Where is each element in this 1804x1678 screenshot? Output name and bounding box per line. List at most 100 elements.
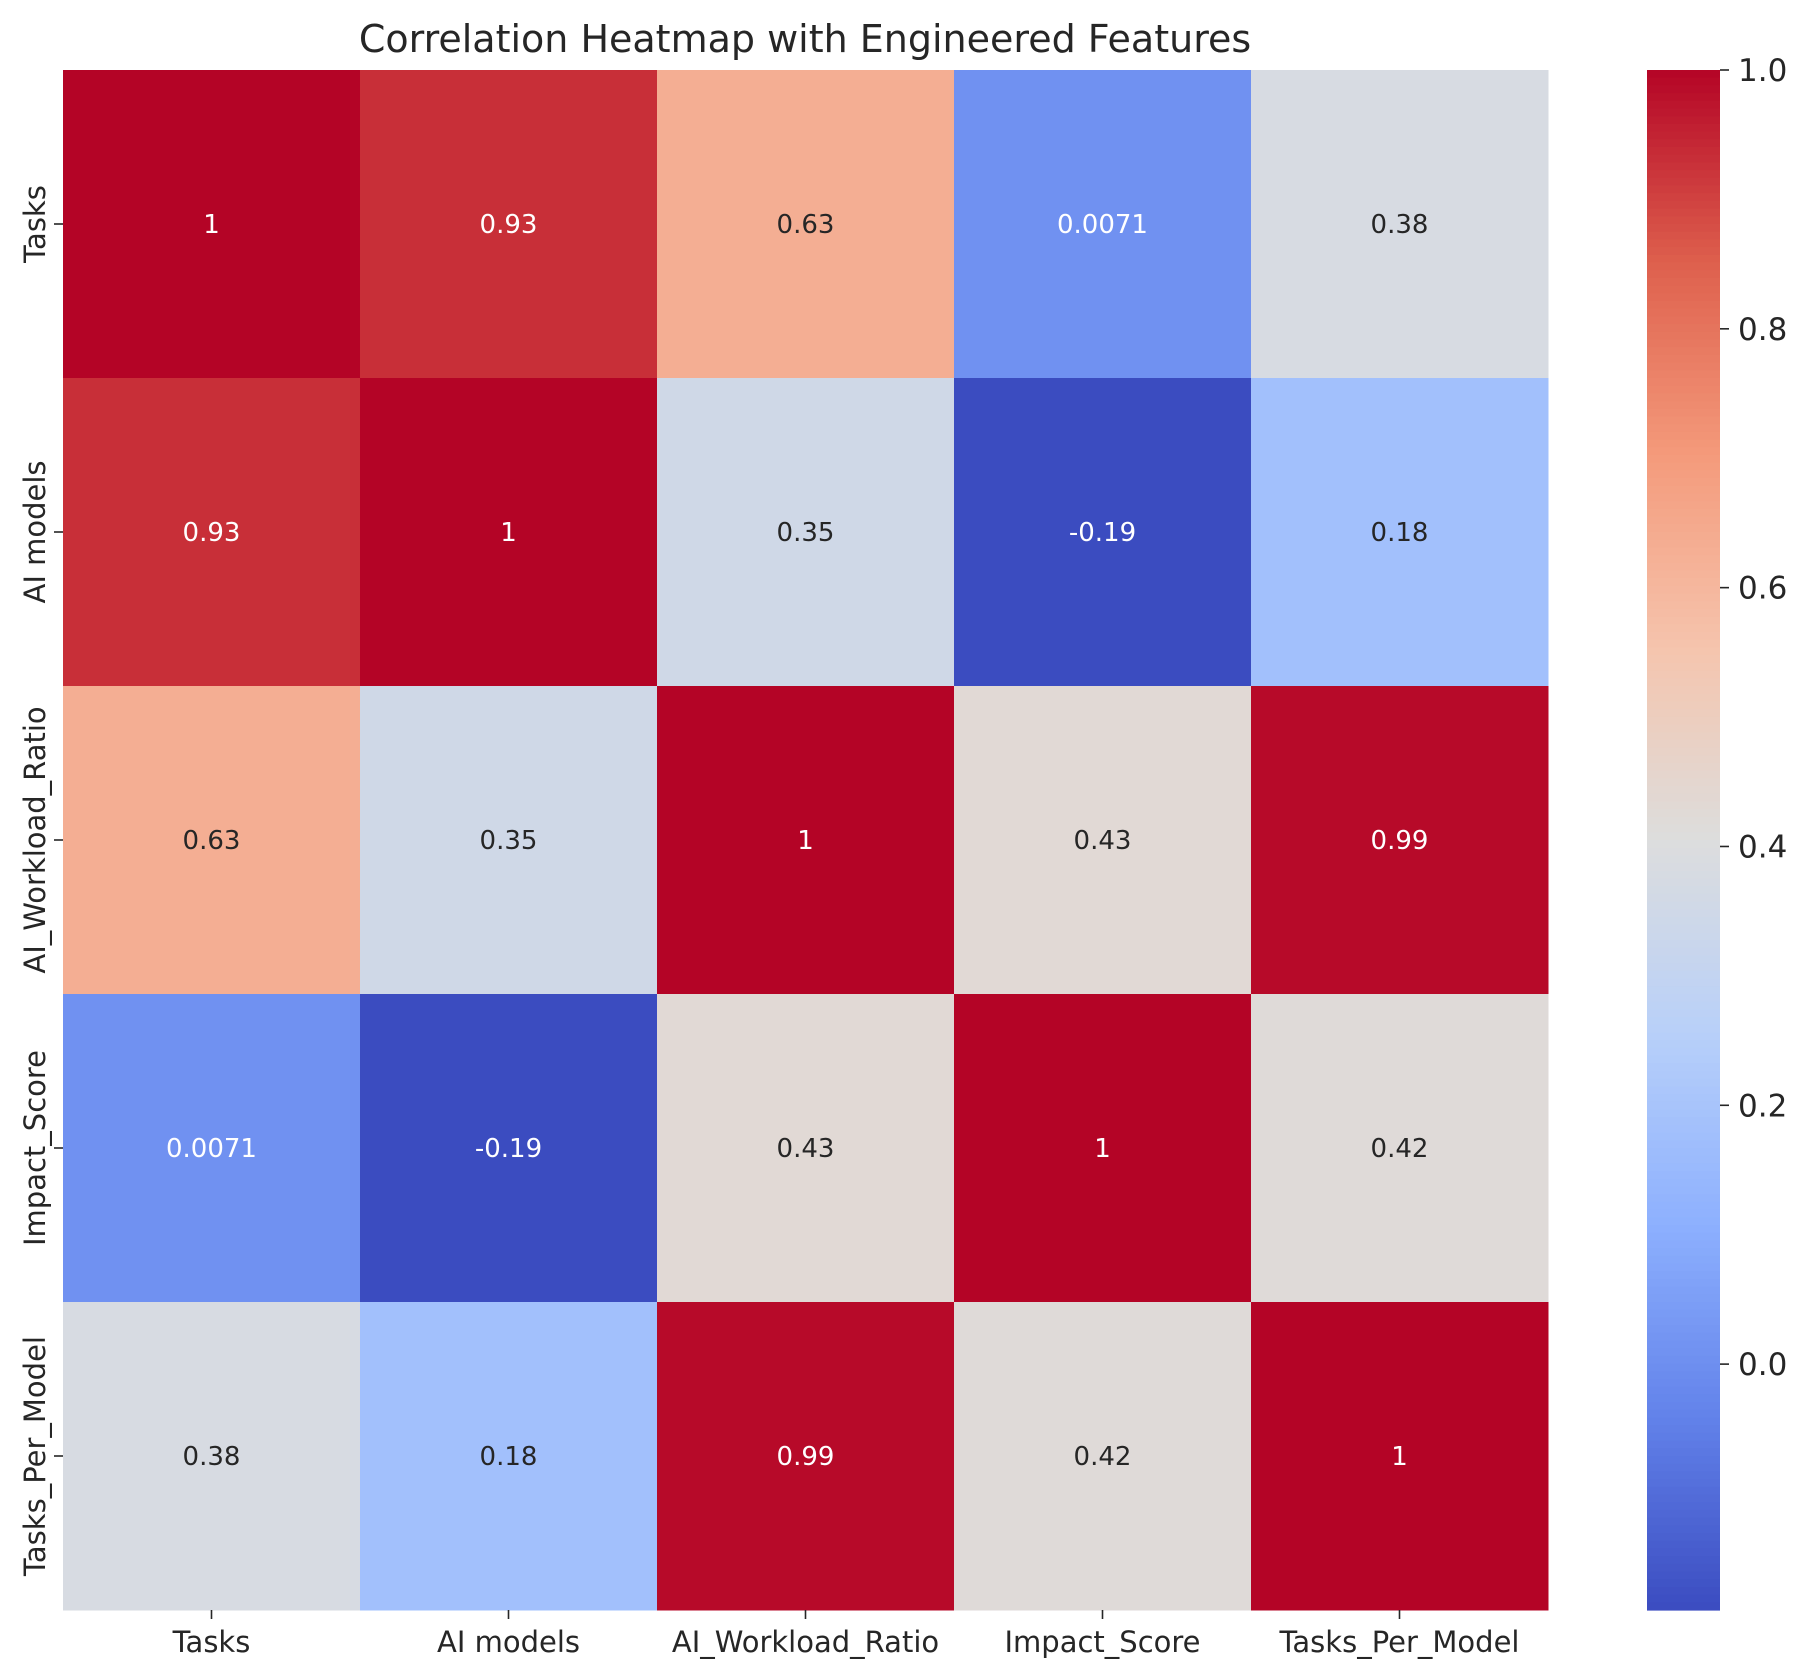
heatmap-cells [63,70,1549,1611]
heatmap-cell [657,378,955,687]
colorbar-segment [1647,1255,1720,1265]
colorbar-segment [1647,1086,1720,1095]
y-tick-label: Impact_Score [18,1050,52,1246]
colorbar-segment [1647,786,1720,795]
colorbar-segment [1647,324,1720,333]
colorbar-segment [1647,1094,1720,1103]
colorbar-segment [1647,632,1720,641]
cell-annotation: 0.43 [777,1134,835,1164]
colorbar-segment [1647,1263,1720,1272]
x-tick-label: AI models [437,1625,580,1659]
colorbar-segment [1647,1594,1720,1603]
cell-annotation: 1 [500,518,517,548]
colorbar-segment [1647,1463,1720,1472]
colorbar-segment [1647,162,1720,171]
colorbar-segment [1647,301,1720,310]
heatmap-cell [360,686,658,995]
cell-annotation: 0.63 [777,210,835,240]
colorbar-segment [1647,431,1720,441]
colorbar-segment [1647,986,1720,995]
colorbar-segment [1647,177,1720,187]
colorbar-segment [1647,732,1720,741]
colorbar-segment [1647,1286,1720,1295]
y-tick-label: AI models [18,460,52,603]
colorbar-segment [1647,100,1720,110]
colorbar-segment [1647,1302,1720,1311]
heatmap-cell [63,994,361,1303]
colorbar-segment [1647,154,1720,163]
colorbar-segment [1647,1363,1720,1372]
cell-annotation: 1 [203,210,220,240]
colorbar-segment [1647,1479,1720,1488]
colorbar-segment [1647,1602,1720,1611]
colorbar-segment [1647,1148,1720,1157]
colorbar-segment [1647,1340,1720,1349]
colorbar-segment [1647,378,1720,387]
colorbar-segment [1647,1071,1720,1080]
cell-annotation: 0.99 [777,1442,835,1472]
cell-annotation: 1 [1094,1134,1111,1164]
colorbar-segment [1647,1332,1720,1342]
colorbar-segment [1647,1525,1720,1534]
colorbar-segment [1647,662,1720,672]
cell-annotation: 0.93 [183,518,241,548]
colorbar-segment [1647,963,1720,972]
colorbar-segment [1647,393,1720,402]
colorbar-segment [1647,285,1720,294]
heatmap-cell [63,1302,361,1611]
colorbar-segment [1647,77,1720,86]
colorbar-segment [1647,793,1720,803]
colorbar-segment [1647,1379,1720,1388]
colorbar-segment [1647,616,1720,625]
colorbar-segment [1647,1548,1720,1557]
colorbar-segment [1647,339,1720,348]
heatmap-cell [360,994,658,1303]
cell-annotation: 0.38 [183,1442,241,1472]
colorbar-segment [1647,123,1720,133]
colorbar-segment [1647,85,1720,94]
y-tick-label: AI_Workload_Ratio [18,706,52,973]
colorbar-segment [1647,447,1720,456]
colorbar-segment [1647,208,1720,217]
colorbar-segment [1647,909,1720,918]
colorbar-segment [1647,485,1720,495]
colorbar-segment [1647,1556,1720,1565]
colorbar-segment [1647,1078,1720,1087]
x-tick-label: Tasks_Per_Model [1279,1625,1520,1659]
colorbar-segment [1647,763,1720,772]
colorbar-segment [1647,1440,1720,1449]
colorbar-segment [1647,1448,1720,1457]
colorbar-segment [1647,585,1720,595]
colorbar-segment [1647,93,1720,102]
colorbar: 0.0 0.2 0.4 0.6 0.8 1.0 [1647,53,1787,1611]
heatmap-cell [1251,994,1549,1303]
colorbar-segment [1647,724,1720,733]
colorbar-segment [1647,1240,1720,1249]
colorbar-segment [1647,562,1720,572]
colorbar-segment [1647,901,1720,910]
cell-annotation: -0.19 [475,1134,542,1164]
colorbar-segment [1647,1355,1720,1365]
heatmap-cell [63,70,361,379]
heatmap-cell [1251,1302,1549,1611]
colorbar-segment [1647,1348,1720,1357]
chart-title: Correlation Heatmap with Engineered Feat… [359,17,1251,61]
colorbar-segment [1647,1225,1720,1234]
cell-annotation: 0.93 [480,210,538,240]
colorbar-segment [1647,1509,1720,1519]
colorbar-segment [1647,224,1720,233]
colorbar-segment [1647,1017,1720,1026]
heatmap-cell [657,1302,955,1611]
colorbar-segment [1647,385,1720,394]
heatmap-cell [954,994,1252,1303]
colorbar-segment [1647,1533,1720,1542]
cell-annotation: 0.42 [1371,1134,1429,1164]
cell-annotation: 0.38 [1371,210,1429,240]
colorbar-segment [1647,116,1720,125]
colorbar-segment [1647,1063,1720,1072]
cell-annotation: 0.0071 [166,1134,257,1164]
cell-annotation: 0.43 [1074,826,1132,856]
colorbar-segment [1647,940,1720,949]
heatmap-cell [954,378,1252,687]
